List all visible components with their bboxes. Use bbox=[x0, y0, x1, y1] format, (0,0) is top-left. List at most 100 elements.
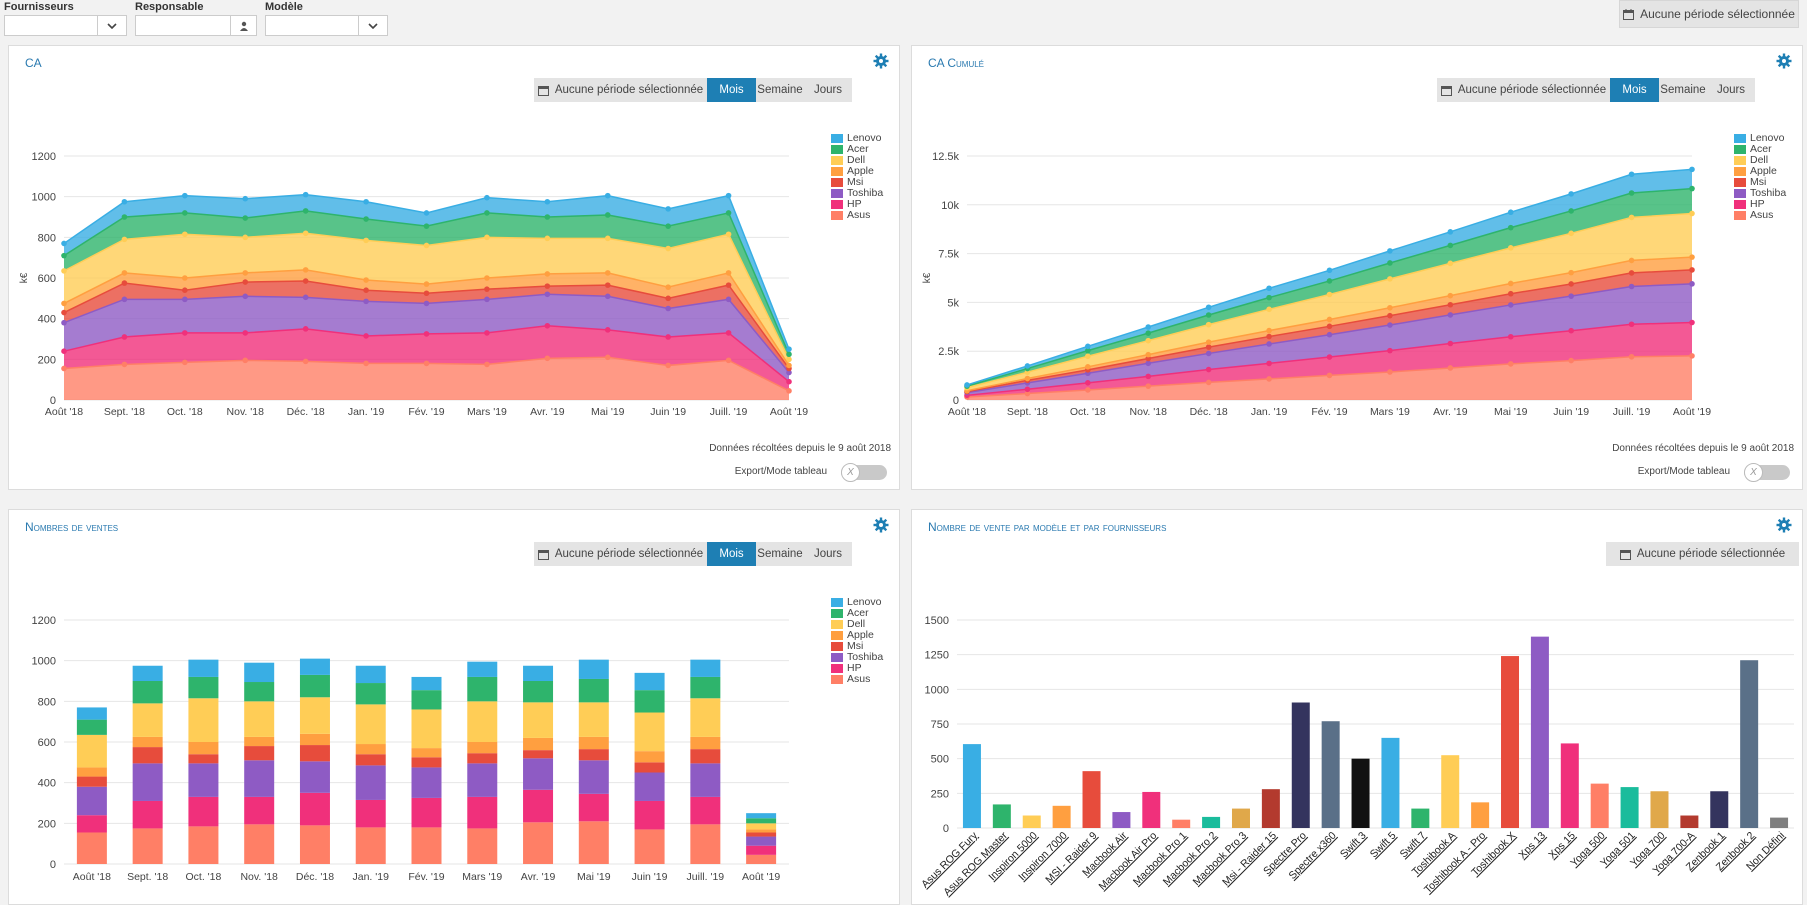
point-hp bbox=[121, 334, 128, 340]
legend-item[interactable]: Toshiba bbox=[831, 188, 883, 199]
legend-item[interactable]: Lenovo bbox=[1734, 133, 1786, 144]
gear-icon[interactable] bbox=[1776, 53, 1792, 69]
period-select-button[interactable]: Aucune période sélectionnée bbox=[534, 542, 707, 566]
legend-item[interactable]: Asus bbox=[831, 674, 883, 685]
legend-item[interactable]: HP bbox=[831, 663, 883, 674]
legend-item[interactable]: Dell bbox=[831, 619, 883, 630]
legend-item[interactable]: Msi bbox=[831, 177, 883, 188]
legend-item[interactable]: Dell bbox=[831, 155, 883, 166]
point-toshiba bbox=[1205, 350, 1212, 357]
jours-button[interactable]: Jours bbox=[804, 78, 852, 102]
user-icon[interactable] bbox=[230, 15, 257, 36]
point-toshiba bbox=[1387, 322, 1393, 328]
x-tick-label: Août '18 bbox=[73, 871, 111, 883]
mois-button[interactable]: Mois bbox=[1610, 78, 1659, 102]
point-dell bbox=[725, 231, 732, 238]
bar-dell bbox=[244, 701, 275, 737]
global-period-button[interactable]: Aucune période sélectionnée bbox=[1619, 0, 1799, 28]
legend-item[interactable]: Apple bbox=[831, 630, 883, 641]
period-button-group: Aucune période sélectionnée bbox=[1606, 542, 1799, 566]
legend-item[interactable]: Toshiba bbox=[1734, 188, 1786, 199]
legend-item[interactable]: Msi bbox=[831, 641, 883, 652]
legend-item[interactable]: Acer bbox=[1734, 144, 1786, 155]
y-tick-label: 7.5k bbox=[938, 249, 959, 261]
point-apple bbox=[484, 275, 490, 281]
point-msi bbox=[665, 295, 671, 302]
point-acer bbox=[182, 210, 188, 216]
point-toshiba bbox=[544, 291, 551, 298]
point-lenovo bbox=[61, 240, 67, 247]
gear-icon[interactable] bbox=[873, 517, 889, 533]
chevron-down-icon[interactable] bbox=[97, 15, 127, 36]
modele-select[interactable] bbox=[265, 15, 359, 36]
bar-apple bbox=[244, 736, 275, 747]
point-msi bbox=[1326, 323, 1333, 330]
bar-acer bbox=[578, 678, 609, 703]
chevron-down-icon[interactable] bbox=[358, 15, 388, 36]
jours-button[interactable]: Jours bbox=[1707, 78, 1755, 102]
point-dell bbox=[484, 234, 490, 241]
semaine-button[interactable]: Semaine bbox=[756, 542, 804, 566]
mois-button[interactable]: Mois bbox=[707, 78, 756, 102]
period-label: Aucune période sélectionnée bbox=[554, 84, 704, 96]
legend-item[interactable]: Lenovo bbox=[831, 133, 883, 144]
point-hp bbox=[665, 334, 671, 340]
bar-toshiba bbox=[76, 786, 107, 816]
legend-item[interactable]: Apple bbox=[831, 166, 883, 177]
legend-item[interactable]: Dell bbox=[1734, 155, 1786, 166]
y-tick-label: 800 bbox=[38, 232, 56, 244]
legend-item[interactable]: Acer bbox=[831, 144, 883, 155]
bar-lenovo bbox=[411, 676, 442, 691]
bar-dell bbox=[299, 697, 330, 734]
point-toshiba bbox=[604, 293, 611, 300]
bar-acer bbox=[523, 681, 554, 703]
legend-item[interactable]: Apple bbox=[1734, 166, 1786, 177]
ca-title: CA bbox=[25, 56, 42, 70]
legend-item[interactable]: Toshiba bbox=[831, 652, 883, 663]
export-toggle[interactable]: X bbox=[841, 463, 887, 482]
legend-item[interactable]: Lenovo bbox=[831, 597, 883, 608]
point-acer bbox=[1568, 208, 1574, 214]
y-tick-label: 0 bbox=[50, 395, 56, 407]
period-select-button[interactable]: Aucune période sélectionnée bbox=[1606, 542, 1799, 566]
gear-icon[interactable] bbox=[873, 53, 889, 69]
point-toshiba bbox=[1447, 312, 1454, 318]
period-select-button[interactable]: Aucune période sélectionnée bbox=[1437, 78, 1610, 102]
point-asus bbox=[61, 365, 67, 372]
legend-swatch bbox=[1734, 156, 1746, 165]
responsable-input[interactable] bbox=[135, 15, 231, 36]
legend-item[interactable]: Asus bbox=[831, 210, 883, 221]
point-dell bbox=[544, 235, 551, 242]
gear-icon[interactable] bbox=[1776, 517, 1792, 533]
bar bbox=[1112, 812, 1131, 828]
bar-asus bbox=[578, 821, 609, 864]
legend-item[interactable]: HP bbox=[1734, 199, 1786, 210]
x-tick-label: Août '18 bbox=[45, 406, 83, 418]
mois-button[interactable]: Mois bbox=[707, 542, 756, 566]
semaine-button[interactable]: Semaine bbox=[756, 78, 804, 102]
legend-item[interactable]: Acer bbox=[831, 608, 883, 619]
point-apple bbox=[1085, 364, 1091, 370]
legend-item[interactable]: Asus bbox=[1734, 210, 1786, 221]
point-apple bbox=[363, 277, 369, 283]
legend-item[interactable]: HP bbox=[831, 199, 883, 210]
point-acer bbox=[484, 210, 490, 216]
point-asus bbox=[1568, 357, 1574, 364]
point-apple bbox=[121, 270, 128, 276]
x-tick-label: Août '19 bbox=[742, 871, 780, 883]
bar-dell bbox=[76, 734, 107, 768]
point-hp bbox=[1266, 360, 1272, 367]
point-lenovo bbox=[1266, 285, 1272, 292]
period-select-button[interactable]: Aucune période sélectionnée bbox=[534, 78, 707, 102]
legend-item[interactable]: Msi bbox=[1734, 177, 1786, 188]
point-apple bbox=[544, 271, 551, 277]
fournisseurs-select[interactable] bbox=[4, 15, 98, 36]
export-toggle[interactable]: X bbox=[1744, 463, 1790, 482]
point-apple bbox=[1447, 292, 1454, 299]
semaine-button[interactable]: Semaine bbox=[1659, 78, 1707, 102]
point-msi bbox=[1266, 333, 1272, 340]
legend-swatch bbox=[831, 211, 843, 220]
jours-button[interactable]: Jours bbox=[804, 542, 852, 566]
x-tick-label: Fév. '19 bbox=[1311, 406, 1347, 418]
footnote: Données récoltées depuis le 9 août 2018 bbox=[1612, 443, 1794, 454]
